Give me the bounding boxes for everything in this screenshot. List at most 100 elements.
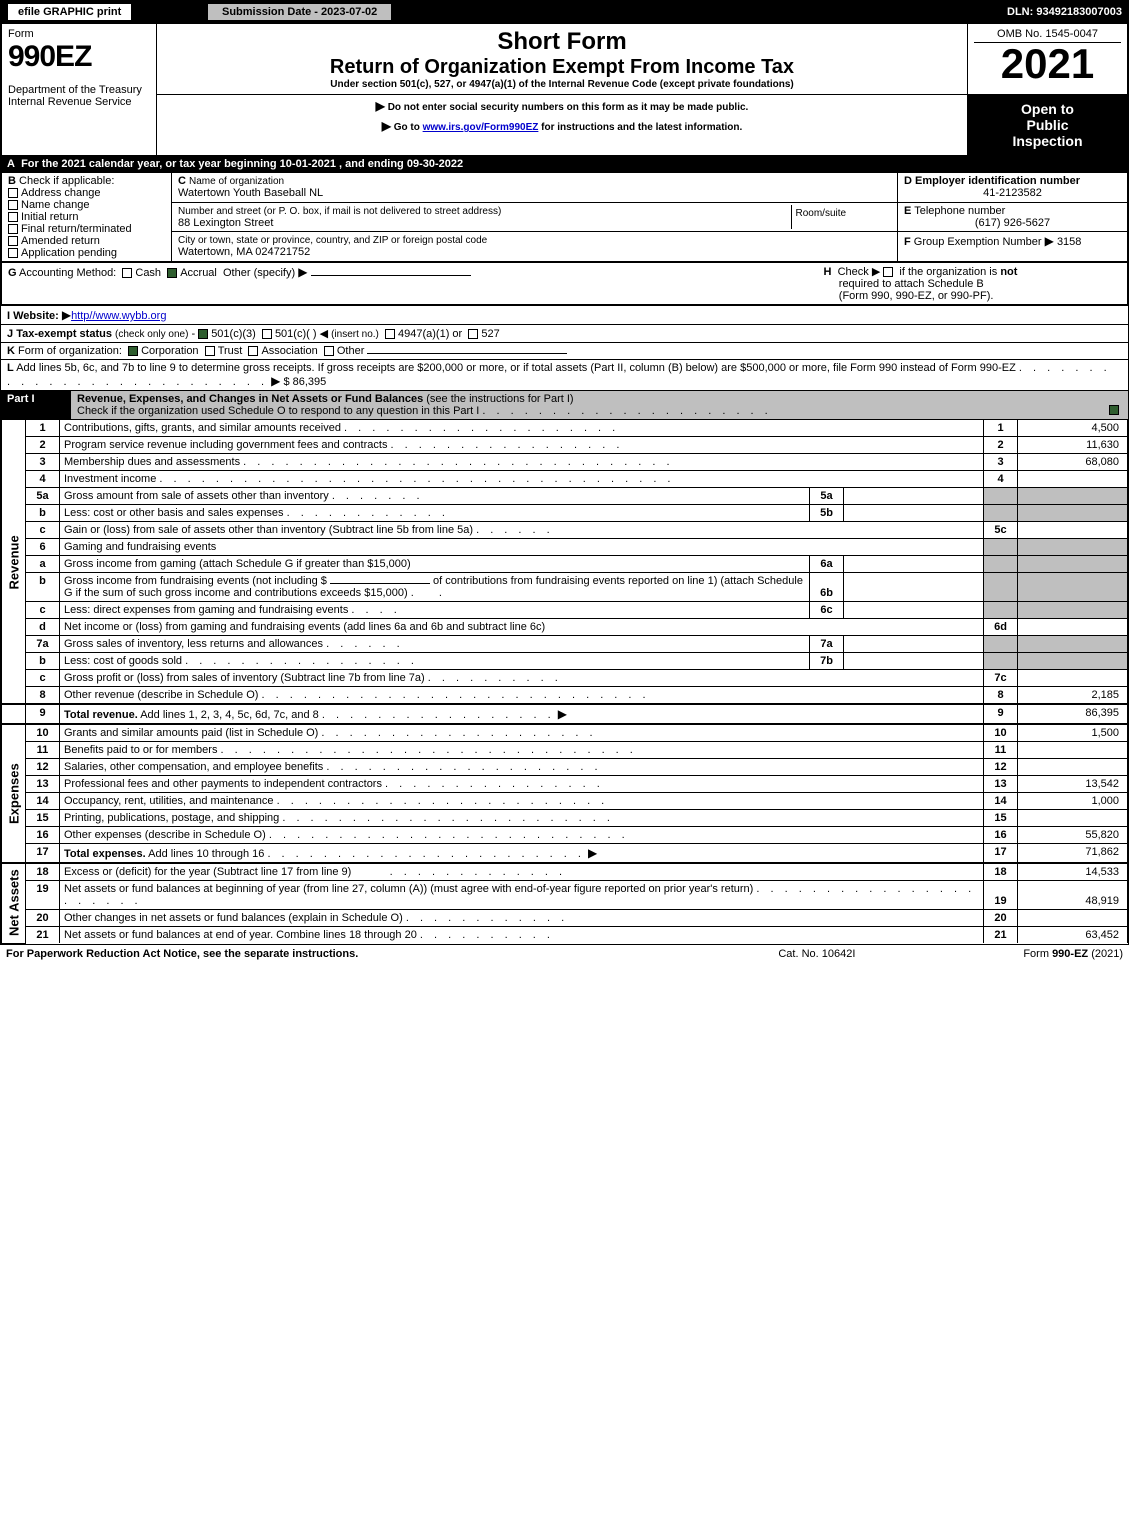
leader-dots: . . . . . . . <box>332 490 424 502</box>
note-ssn: Do not enter social security numbers on … <box>388 102 749 113</box>
other-specify-input[interactable] <box>311 275 471 276</box>
line-ref: 12 <box>984 759 1018 776</box>
line-num: 8 <box>26 687 60 705</box>
line-desc-bold: Total revenue. <box>64 709 138 721</box>
j-small: (check only one) <box>115 329 188 340</box>
line-value <box>1018 670 1128 687</box>
checkbox-checked-icon[interactable] <box>128 346 138 356</box>
line-desc: Gross amount from sale of assets other t… <box>64 490 329 502</box>
checkbox-icon[interactable] <box>883 267 893 277</box>
checkbox-icon[interactable] <box>8 200 18 210</box>
k-other-input[interactable] <box>367 353 567 354</box>
checkbox-checked-icon[interactable] <box>167 268 177 278</box>
g-cash: Cash <box>135 267 161 279</box>
group-exemption: 3158 <box>1057 236 1081 248</box>
leader-dots: . . . . . . . . . . . . . . . . . . . . … <box>282 812 614 824</box>
checkbox-icon[interactable] <box>205 346 215 356</box>
line-value: 2,185 <box>1018 687 1128 705</box>
checkbox-checked-icon[interactable] <box>1109 405 1119 415</box>
g-accrual: Accrual <box>180 267 217 279</box>
leader-dots: . . . . . . . . . . . . <box>406 912 568 924</box>
irs-link[interactable]: www.irs.gov/Form990EZ <box>423 122 539 133</box>
shaded-cell <box>984 573 1018 602</box>
arrow-icon: ▶ <box>1045 234 1054 248</box>
shaded-cell <box>984 556 1018 573</box>
checkbox-icon[interactable] <box>8 236 18 246</box>
line-ref: 5c <box>984 522 1018 539</box>
line-num: 14 <box>26 793 60 810</box>
checkbox-checked-icon[interactable] <box>198 329 208 339</box>
expenses-side-label: Expenses <box>2 724 26 863</box>
line-ref: 21 <box>984 927 1018 944</box>
checkbox-icon[interactable] <box>248 346 258 356</box>
shaded-cell <box>1018 653 1128 670</box>
shaded-cell <box>1018 602 1128 619</box>
city-label: City or town, state or province, country… <box>178 235 487 246</box>
line-num: 2 <box>26 437 60 454</box>
ein-value: 41-2123582 <box>904 187 1121 199</box>
shaded-cell <box>1018 636 1128 653</box>
g-label: Accounting Method: <box>19 267 116 279</box>
leader-dots: . . . . . . . . . . . . . . . . . . . . <box>344 422 619 434</box>
checkbox-icon[interactable] <box>324 346 334 356</box>
line-num: 17 <box>26 844 60 864</box>
line-ref: 18 <box>984 863 1018 881</box>
line-desc: Other revenue (describe in Schedule O) <box>64 689 258 701</box>
arrow-icon: ▶ <box>558 707 567 721</box>
line-value: 1,500 <box>1018 724 1128 742</box>
line-ref: 19 <box>984 881 1018 910</box>
line-num: b <box>26 573 60 602</box>
checkbox-icon[interactable] <box>8 248 18 258</box>
arrow-icon: ▶ <box>62 308 71 322</box>
checkbox-icon[interactable] <box>8 224 18 234</box>
shaded-cell <box>984 488 1018 505</box>
section-a: A For the 2021 calendar year, or tax yea… <box>1 156 1129 172</box>
line-num: 5a <box>26 488 60 505</box>
j-501c: 501(c)( ) <box>275 328 317 340</box>
leader-dots: . . . . . . . . . . . . . . . . . . . . <box>326 761 601 773</box>
line-ref: 14 <box>984 793 1018 810</box>
website-link[interactable]: http//www.wybb.org <box>71 310 166 322</box>
f-label: Group Exemption Number <box>914 236 1042 248</box>
tax-year: 2021 <box>974 43 1121 85</box>
leader-dots: . . . . . . <box>476 524 554 536</box>
line-ref: 9 <box>984 704 1018 724</box>
shaded-cell <box>984 653 1018 670</box>
leader-dots: . . . . . . . . . . <box>420 929 554 941</box>
k-trust: Trust <box>218 345 243 357</box>
form-number: 990EZ <box>8 40 150 74</box>
line-ref: 16 <box>984 827 1018 844</box>
b-header: Check if applicable: <box>19 175 114 187</box>
b-opt-0: Address change <box>21 187 101 199</box>
sub-value <box>844 488 984 505</box>
checkbox-icon[interactable] <box>262 329 272 339</box>
b-opt-2: Initial return <box>21 211 78 223</box>
form-header: Form 990EZ Department of the Treasury In… <box>1 23 1128 156</box>
g-other: Other (specify) <box>223 267 295 279</box>
j-4947: 4947(a)(1) or <box>398 328 462 340</box>
part-i-title: Revenue, Expenses, and Changes in Net As… <box>77 393 423 405</box>
checkbox-icon[interactable] <box>8 212 18 222</box>
checkbox-icon[interactable] <box>8 188 18 198</box>
leader-dots: . . . . . . . . . . . . . . . . . . . . … <box>269 829 629 841</box>
city-value: Watertown, MA 024721752 <box>178 246 310 258</box>
line-desc: Benefits paid to or for members <box>64 744 217 756</box>
shaded-cell <box>1018 556 1128 573</box>
i-label: Website: <box>13 310 59 322</box>
line-ref: 1 <box>984 420 1018 437</box>
line-value: 1,000 <box>1018 793 1128 810</box>
line-ref: 10 <box>984 724 1018 742</box>
leader-dots: . . . . . . . . . . . . . . . . . . . . … <box>262 689 650 701</box>
h-text1: Check ▶ <box>838 266 881 278</box>
checkbox-icon[interactable] <box>385 329 395 339</box>
gross-receipts: $ 86,395 <box>283 376 326 388</box>
line-num: 20 <box>26 910 60 927</box>
checkbox-icon[interactable] <box>468 329 478 339</box>
efile-print-button[interactable]: efile GRAPHIC print <box>7 3 132 21</box>
checkbox-icon[interactable] <box>122 268 132 278</box>
footer-form-ref: Form 990-EZ (2021) <box>1023 948 1123 960</box>
submission-date-button[interactable]: Submission Date - 2023-07-02 <box>207 3 392 21</box>
amount-input[interactable] <box>330 583 430 584</box>
form-footer: For Paperwork Reduction Act Notice, see … <box>0 945 1129 963</box>
line-num: 11 <box>26 742 60 759</box>
